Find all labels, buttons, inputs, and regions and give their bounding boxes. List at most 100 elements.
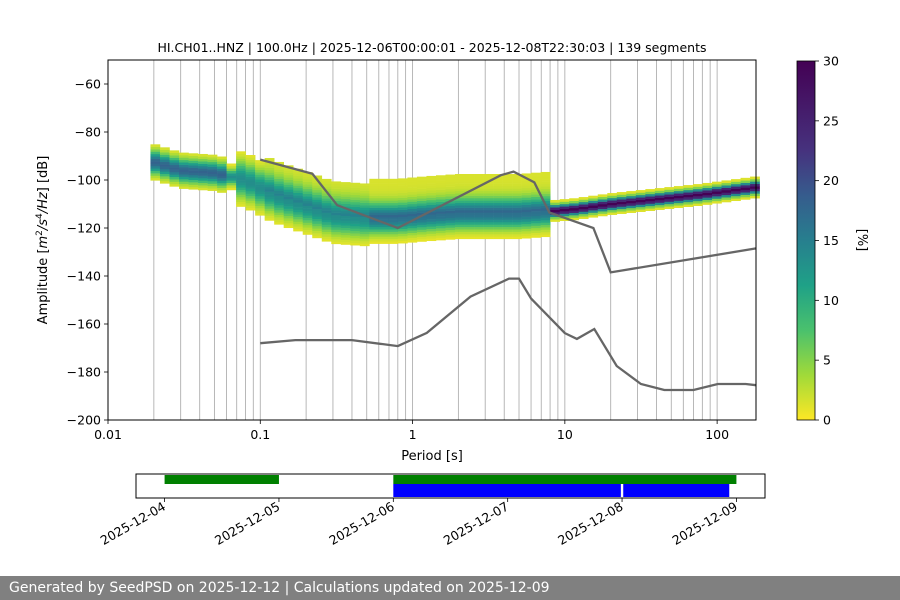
heatmap-cell xyxy=(407,237,418,241)
heatmap-cell xyxy=(274,176,284,180)
heatmap-cell xyxy=(378,190,389,194)
heatmap-cell xyxy=(464,195,475,199)
heatmap-cell xyxy=(635,190,646,193)
heatmap-cell xyxy=(397,178,408,182)
colorbar-ticks: 0 5 10 15 20 25 30 xyxy=(815,54,839,428)
heatmap-cell xyxy=(255,160,265,163)
heatmap-cell xyxy=(740,189,751,193)
heatmap-cell xyxy=(350,192,361,196)
heatmap-cell xyxy=(407,235,418,238)
heatmap-cell xyxy=(683,194,694,198)
heatmap-cell xyxy=(474,214,484,218)
heatmap-cell xyxy=(474,183,484,187)
heatmap-cell xyxy=(312,182,323,186)
heatmap-cell xyxy=(378,217,389,220)
heatmap-cell xyxy=(702,182,713,186)
heatmap-cell xyxy=(321,188,332,192)
heatmap-cell xyxy=(369,190,380,194)
heatmap-cell xyxy=(226,175,237,179)
heatmap-cell xyxy=(474,195,484,199)
heatmap-cell xyxy=(483,202,494,206)
heatmap-cell xyxy=(255,212,265,216)
heatmap-cell xyxy=(483,222,494,225)
heatmap-cell xyxy=(569,203,580,206)
heatmap-cell xyxy=(588,212,599,216)
heatmap-cell xyxy=(540,215,551,218)
heatmap-cell xyxy=(426,175,437,179)
heatmap-cell xyxy=(464,214,475,218)
timeline-frame xyxy=(135,473,766,499)
heatmap-cell xyxy=(521,216,532,220)
heatmap-cell xyxy=(378,214,389,218)
heatmap-cell xyxy=(502,214,513,218)
heatmap-cell xyxy=(559,199,570,202)
heatmap-cell xyxy=(369,178,380,182)
heatmap-cell xyxy=(302,217,313,221)
heatmap-cell xyxy=(245,191,256,194)
heatmap-cell xyxy=(245,200,256,204)
heatmap-cell xyxy=(198,165,208,169)
heatmap-cell xyxy=(502,176,513,180)
heatmap-cell xyxy=(331,191,342,194)
heatmap-cell xyxy=(264,158,275,161)
heatmap-cell xyxy=(283,196,294,200)
heatmap-cell xyxy=(302,176,313,180)
heatmap-cell xyxy=(740,197,751,200)
heatmap-cell xyxy=(340,218,351,221)
heatmap-cell xyxy=(750,183,760,187)
heatmap-cell xyxy=(559,211,570,214)
heatmap-cell xyxy=(217,158,227,162)
heatmap-cell xyxy=(150,173,161,176)
heatmap-cell xyxy=(283,225,294,229)
heatmap-cell xyxy=(159,171,170,175)
heatmap-cell xyxy=(445,210,456,214)
heatmap-cell xyxy=(169,176,180,180)
heatmap-cell xyxy=(512,193,522,196)
heatmap-cell xyxy=(359,217,370,220)
heatmap-cell xyxy=(474,178,484,182)
heatmap-cell xyxy=(312,197,323,200)
heatmap-cell xyxy=(198,153,208,157)
heatmap-cell xyxy=(588,210,599,213)
heatmap-cell xyxy=(512,181,522,184)
heatmap-cell xyxy=(426,214,437,218)
heatmap-cell xyxy=(255,164,265,168)
heatmap-cell xyxy=(217,178,227,181)
heatmap-cell xyxy=(293,211,304,215)
heatmap-cell xyxy=(312,230,323,234)
heatmap-cell xyxy=(654,197,665,201)
heatmap-cell xyxy=(426,216,437,220)
heatmap-cell xyxy=(312,189,323,193)
heatmap-cell xyxy=(264,210,275,214)
heatmap-cell xyxy=(416,183,427,187)
heatmap-cell xyxy=(359,197,370,201)
heatmap-cell xyxy=(188,165,199,168)
heatmap-cell xyxy=(416,207,427,211)
heatmap-cell xyxy=(664,201,675,205)
heatmap-cell xyxy=(702,190,713,193)
heatmap-cell xyxy=(350,216,361,220)
heatmap-cell xyxy=(236,172,246,176)
heatmap-cell xyxy=(493,229,503,232)
heatmap-cell xyxy=(255,196,265,199)
heatmap-cell xyxy=(226,170,237,174)
y-tick-label: −60 xyxy=(75,77,101,92)
heatmap-cell xyxy=(426,228,437,232)
heatmap-cell xyxy=(455,178,465,182)
heatmap-cell xyxy=(350,209,361,212)
heatmap-cell xyxy=(159,168,170,172)
heatmap-cell xyxy=(236,184,246,188)
heatmap-cell xyxy=(711,181,722,185)
heatmap-cell xyxy=(312,225,323,229)
heatmap-cell xyxy=(188,160,199,164)
heatmap-cell xyxy=(369,238,380,242)
heatmap-cell xyxy=(369,231,380,235)
heatmap-cell xyxy=(407,201,418,205)
heatmap-cell xyxy=(236,170,246,174)
heatmap-cell xyxy=(416,227,427,230)
chart-title: HI.CH01..HNZ | 100.0Hz | 2025-12-06T00:0… xyxy=(157,40,706,55)
heatmap-cell xyxy=(255,210,265,214)
heatmap-cell xyxy=(683,192,694,195)
heatmap-cell xyxy=(711,191,722,194)
heatmap-cell xyxy=(159,176,170,179)
